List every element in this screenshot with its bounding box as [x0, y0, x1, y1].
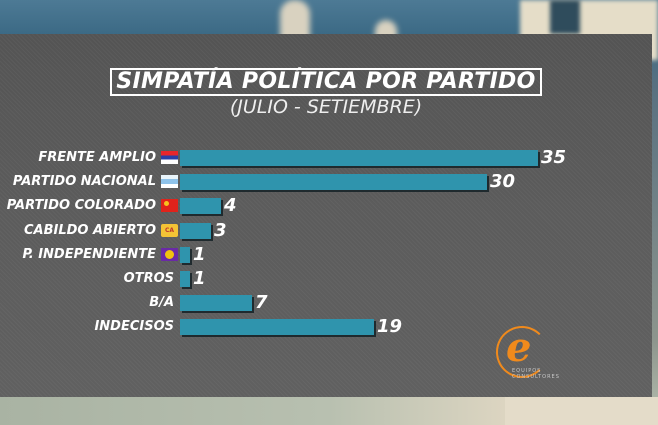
bar-row: P. INDEPENDIENTE 1: [0, 244, 652, 268]
bar-label: P. INDEPENDIENTE: [22, 246, 156, 262]
bar-row: INDECISOS 19: [0, 316, 652, 340]
bar-label: OTROS: [123, 270, 174, 286]
logo-text-line2: CONSULTORES: [512, 374, 560, 380]
bar-row: PARTIDO COLORADO 4: [0, 195, 652, 219]
bar-row: OTROS 1: [0, 268, 652, 292]
bar: [180, 246, 190, 263]
bar-value: 19: [377, 316, 403, 338]
chart-panel: SIMPATÍA POLÍTICA POR PARTIDO (JULIO - S…: [0, 34, 652, 397]
bar-row: PARTIDO NACIONAL 30: [0, 171, 652, 195]
logo-letter: e: [506, 324, 532, 371]
bar-label: PARTIDO COLORADO: [6, 198, 156, 214]
bar-label: PARTIDO NACIONAL: [12, 174, 156, 190]
bar-value: 30: [490, 171, 516, 193]
bar-value: 7: [255, 292, 268, 314]
bar: [180, 150, 538, 166]
bar: [180, 295, 252, 312]
bar-label: INDECISOS: [94, 319, 174, 335]
ca-party-icon: CA: [161, 223, 178, 237]
pn-party-icon: [161, 175, 178, 189]
equipos-logo: e EQUIPOS CONSULTORES: [496, 324, 559, 382]
bar-chart: FRENTE AMPLIO 35 PARTIDO NACIONAL 30 PARTIDO…: [0, 147, 652, 341]
logo-text-line1: EQUIPOS: [512, 368, 542, 374]
bar: [180, 319, 374, 336]
bar-row: CABILDO ABIERTO CA 3: [0, 220, 652, 244]
bar-label: B/A: [149, 295, 174, 311]
bar-label: FRENTE AMPLIO: [38, 150, 156, 165]
bar: [180, 222, 211, 239]
background-window: [550, 0, 580, 34]
bar-value: 1: [193, 243, 206, 265]
chart-title: SIMPATÍA POLÍTICA POR PARTIDO: [110, 68, 542, 96]
bar-value: 3: [214, 219, 227, 241]
bar: [180, 174, 487, 191]
fa-party-icon: [161, 151, 178, 164]
bar: [180, 270, 190, 287]
logo-ring-icon: [496, 326, 548, 378]
bar-row: B/A 7: [0, 292, 652, 316]
pi-party-icon: [161, 247, 178, 261]
chart-subtitle: (JULIO - SETIEMBRE): [229, 96, 423, 118]
bar-value: 35: [541, 147, 567, 168]
bar-value: 4: [224, 195, 237, 217]
bar-row: FRENTE AMPLIO 35: [0, 147, 652, 171]
bar: [180, 198, 221, 215]
pc-party-icon: [161, 199, 178, 213]
bar-value: 1: [193, 267, 206, 289]
logo-text: EQUIPOS CONSULTORES: [512, 368, 560, 380]
bar-label: CABILDO ABIERTO: [23, 222, 156, 238]
background-strip: [505, 397, 658, 425]
title-wrap: SIMPATÍA POLÍTICA POR PARTIDO: [0, 68, 652, 96]
